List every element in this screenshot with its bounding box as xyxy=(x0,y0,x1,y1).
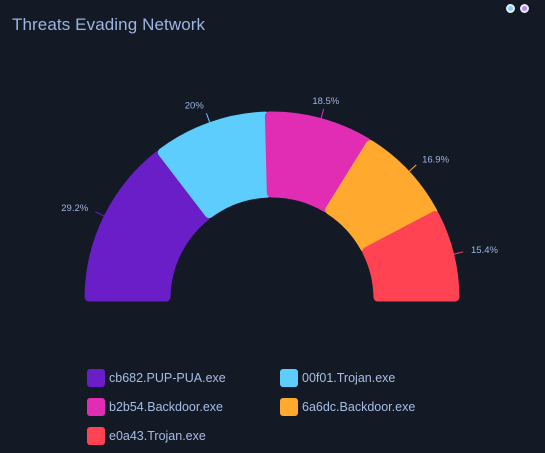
legend-swatch xyxy=(280,398,298,416)
legend-item-e0a43[interactable]: e0a43.Trojan.exe xyxy=(87,427,206,445)
data-label: 18.5% xyxy=(312,96,339,107)
legend-label: 00f01.Trojan.exe xyxy=(302,371,396,385)
legend-swatch xyxy=(87,398,105,416)
leader-line xyxy=(408,164,417,172)
legend-item-cb682[interactable]: cb682.PUP-PUA.exe xyxy=(87,369,226,387)
control-dot-blue[interactable] xyxy=(506,4,515,13)
data-label: 16.9% xyxy=(422,154,449,165)
leader-line xyxy=(95,211,105,217)
legend-swatch xyxy=(280,369,298,387)
leader-line xyxy=(205,113,211,123)
legend-label: cb682.PUP-PUA.exe xyxy=(109,371,226,385)
data-label: 20% xyxy=(185,101,205,112)
legend-swatch xyxy=(87,427,105,445)
legend-label: e0a43.Trojan.exe xyxy=(109,429,206,443)
control-dot-purple[interactable] xyxy=(520,4,529,13)
leader-line xyxy=(320,108,325,119)
legend-item-6a6dc[interactable]: 6a6dc.Backdoor.exe xyxy=(280,398,415,416)
legend-label: 6a6dc.Backdoor.exe xyxy=(302,400,416,414)
leader-line xyxy=(453,251,464,255)
legend-swatch xyxy=(87,369,105,387)
chart-title: Threats Evading Network xyxy=(12,15,206,34)
legend-label: b2b54.Backdoor.exe xyxy=(109,400,223,414)
legend-item-b2b54[interactable]: b2b54.Backdoor.exe xyxy=(87,398,223,416)
legend-item-00f01[interactable]: 00f01.Trojan.exe xyxy=(280,369,395,387)
data-label: 29.2% xyxy=(61,203,88,214)
slice-e0a43[interactable] xyxy=(362,211,460,302)
data-label: 15.4% xyxy=(471,245,498,256)
